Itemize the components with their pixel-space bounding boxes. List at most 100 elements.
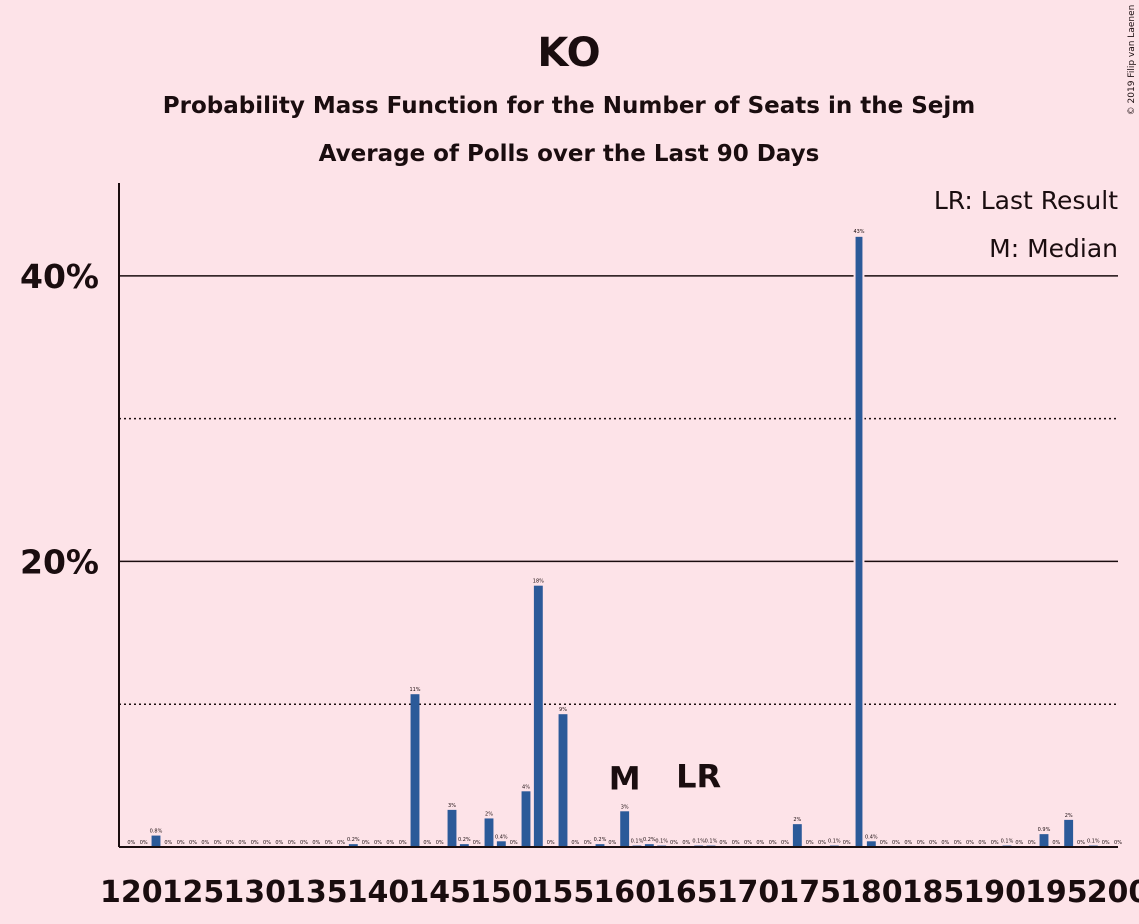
data-label-seat-183: 0% [904,840,912,846]
data-label-seat-128: 0% [226,840,234,846]
data-label-seat-182: 0% [892,840,900,846]
data-label-seat-165: 0% [682,840,690,846]
median-marker: M [609,759,641,797]
data-label-seat-184: 0% [917,840,925,846]
bar-seat-196 [1064,819,1074,847]
data-label-seat-166: 0.1% [692,839,705,845]
data-label-seat-156: 0% [571,840,579,846]
data-label-seat-157: 0% [584,840,592,846]
data-label-seat-171: 0% [756,840,764,846]
x-tick-label: 145 [408,875,471,910]
x-tick-label: 140 [347,875,410,910]
data-label-seat-197: 0% [1077,840,1085,846]
x-tick-label: 135 [285,875,348,910]
x-tick-label: 125 [162,875,225,910]
data-label-seat-155: 9% [559,707,567,713]
legend-median: M: Median [989,234,1118,263]
data-label-seat-122: 0.8% [150,829,163,835]
x-tick-label: 200 [1087,875,1139,910]
data-label-seat-132: 0% [275,840,283,846]
gridlines [119,275,1118,705]
data-label-seat-139: 0% [362,840,370,846]
data-label-seat-147: 0.2% [458,837,471,843]
data-label-seat-175: 0% [806,840,814,846]
data-label-seat-131: 0% [263,840,271,846]
data-label-seat-178: 0% [843,840,851,846]
data-label-seat-125: 0% [189,840,197,846]
data-label-seat-188: 0% [966,840,974,846]
data-label-seat-158: 0.2% [594,837,607,843]
data-label-seat-151: 0% [510,840,518,846]
x-tick-label: 170 [717,875,780,910]
bar-seat-122 [151,835,161,847]
x-tick-label: 150 [470,875,533,910]
data-label-seat-149: 2% [485,811,493,817]
data-label-seat-141: 0% [386,840,394,846]
x-tick-label: 185 [902,875,965,910]
data-label-seat-127: 0% [214,840,222,846]
chart-title: KO [537,30,600,76]
x-tick-label: 175 [778,875,841,910]
data-label-seat-189: 0% [978,840,986,846]
data-label-seat-186: 0% [941,840,949,846]
bar-seat-146 [447,809,457,847]
data-label-seat-148: 0% [473,840,481,846]
data-label-seat-176: 0% [818,840,826,846]
bar-seat-180 [866,841,876,847]
bar-series [151,234,1098,848]
data-label-seat-136: 0% [325,840,333,846]
data-label-seat-187: 0% [954,840,962,846]
copyright-note: © 2019 Filip van Laenen [1127,5,1137,116]
x-tick-label: 160 [593,875,656,910]
bar-seat-174 [792,824,802,847]
data-label-seat-162: 0.2% [643,837,656,843]
data-label-seat-130: 0% [251,840,259,846]
data-label-seat-133: 0% [288,840,296,846]
x-tick-label: 155 [532,875,595,910]
chart-subtitle-2: Average of Polls over the Last 90 Days [319,141,820,167]
bar-seat-162 [644,844,654,847]
x-tick-label: 120 [100,875,163,910]
bar-seat-138 [348,844,358,847]
x-tick-label: 190 [963,875,1026,910]
bar-seat-179 [853,234,865,848]
data-label-seat-126: 0% [201,840,209,846]
data-label-seat-124: 0% [177,840,185,846]
data-label-seat-150: 0.4% [495,834,508,840]
data-label-seat-163: 0.1% [655,839,668,845]
axes [118,183,1118,848]
data-label-seat-146: 3% [448,803,456,809]
bar-seat-147 [459,844,469,847]
data-label-seat-180: 0.4% [865,834,878,840]
data-label-seat-159: 0% [608,840,616,846]
bar-seat-149 [484,818,494,847]
bar-seat-158 [595,844,605,847]
data-label-seat-137: 0% [337,840,345,846]
data-label-seat-172: 0% [769,840,777,846]
y-tick-labels: 20% 40% [20,257,99,582]
data-label-seat-154: 0% [547,840,555,846]
data-label-seat-200: 0% [1114,840,1122,846]
data-label-seat-174: 2% [793,817,801,823]
data-label-seat-129: 0% [238,840,246,846]
seat-markers: M LR [609,758,721,798]
data-label-seat-152: 4% [522,784,530,790]
x-tick-label: 195 [1025,875,1088,910]
data-label-seat-179: 43% [853,229,864,235]
data-label-seat-134: 0% [300,840,308,846]
last-result-marker: LR [676,758,721,796]
data-label-seat-173: 0% [781,840,789,846]
data-labels: 0% 0%0.8%0% 0% 0% 0% 0% 0% 0% 0% 0% 0% 0% 0% 0% 0% 0% 0.… [127,229,1122,846]
data-label-seat-161: 0.1% [631,839,644,845]
data-label-seat-138: 0.2% [347,837,360,843]
data-label-seat-144: 0% [423,840,431,846]
data-label-seat-120: 0% [127,840,135,846]
data-label-seat-195: 0% [1052,840,1060,846]
data-label-seat-164: 0% [670,840,678,846]
data-label-seat-142: 0% [399,840,407,846]
data-label-seat-121: 0% [140,840,148,846]
data-label-seat-170: 0% [744,840,752,846]
y-tick-label: 20% [20,542,99,581]
bar-seat-150 [496,841,506,847]
